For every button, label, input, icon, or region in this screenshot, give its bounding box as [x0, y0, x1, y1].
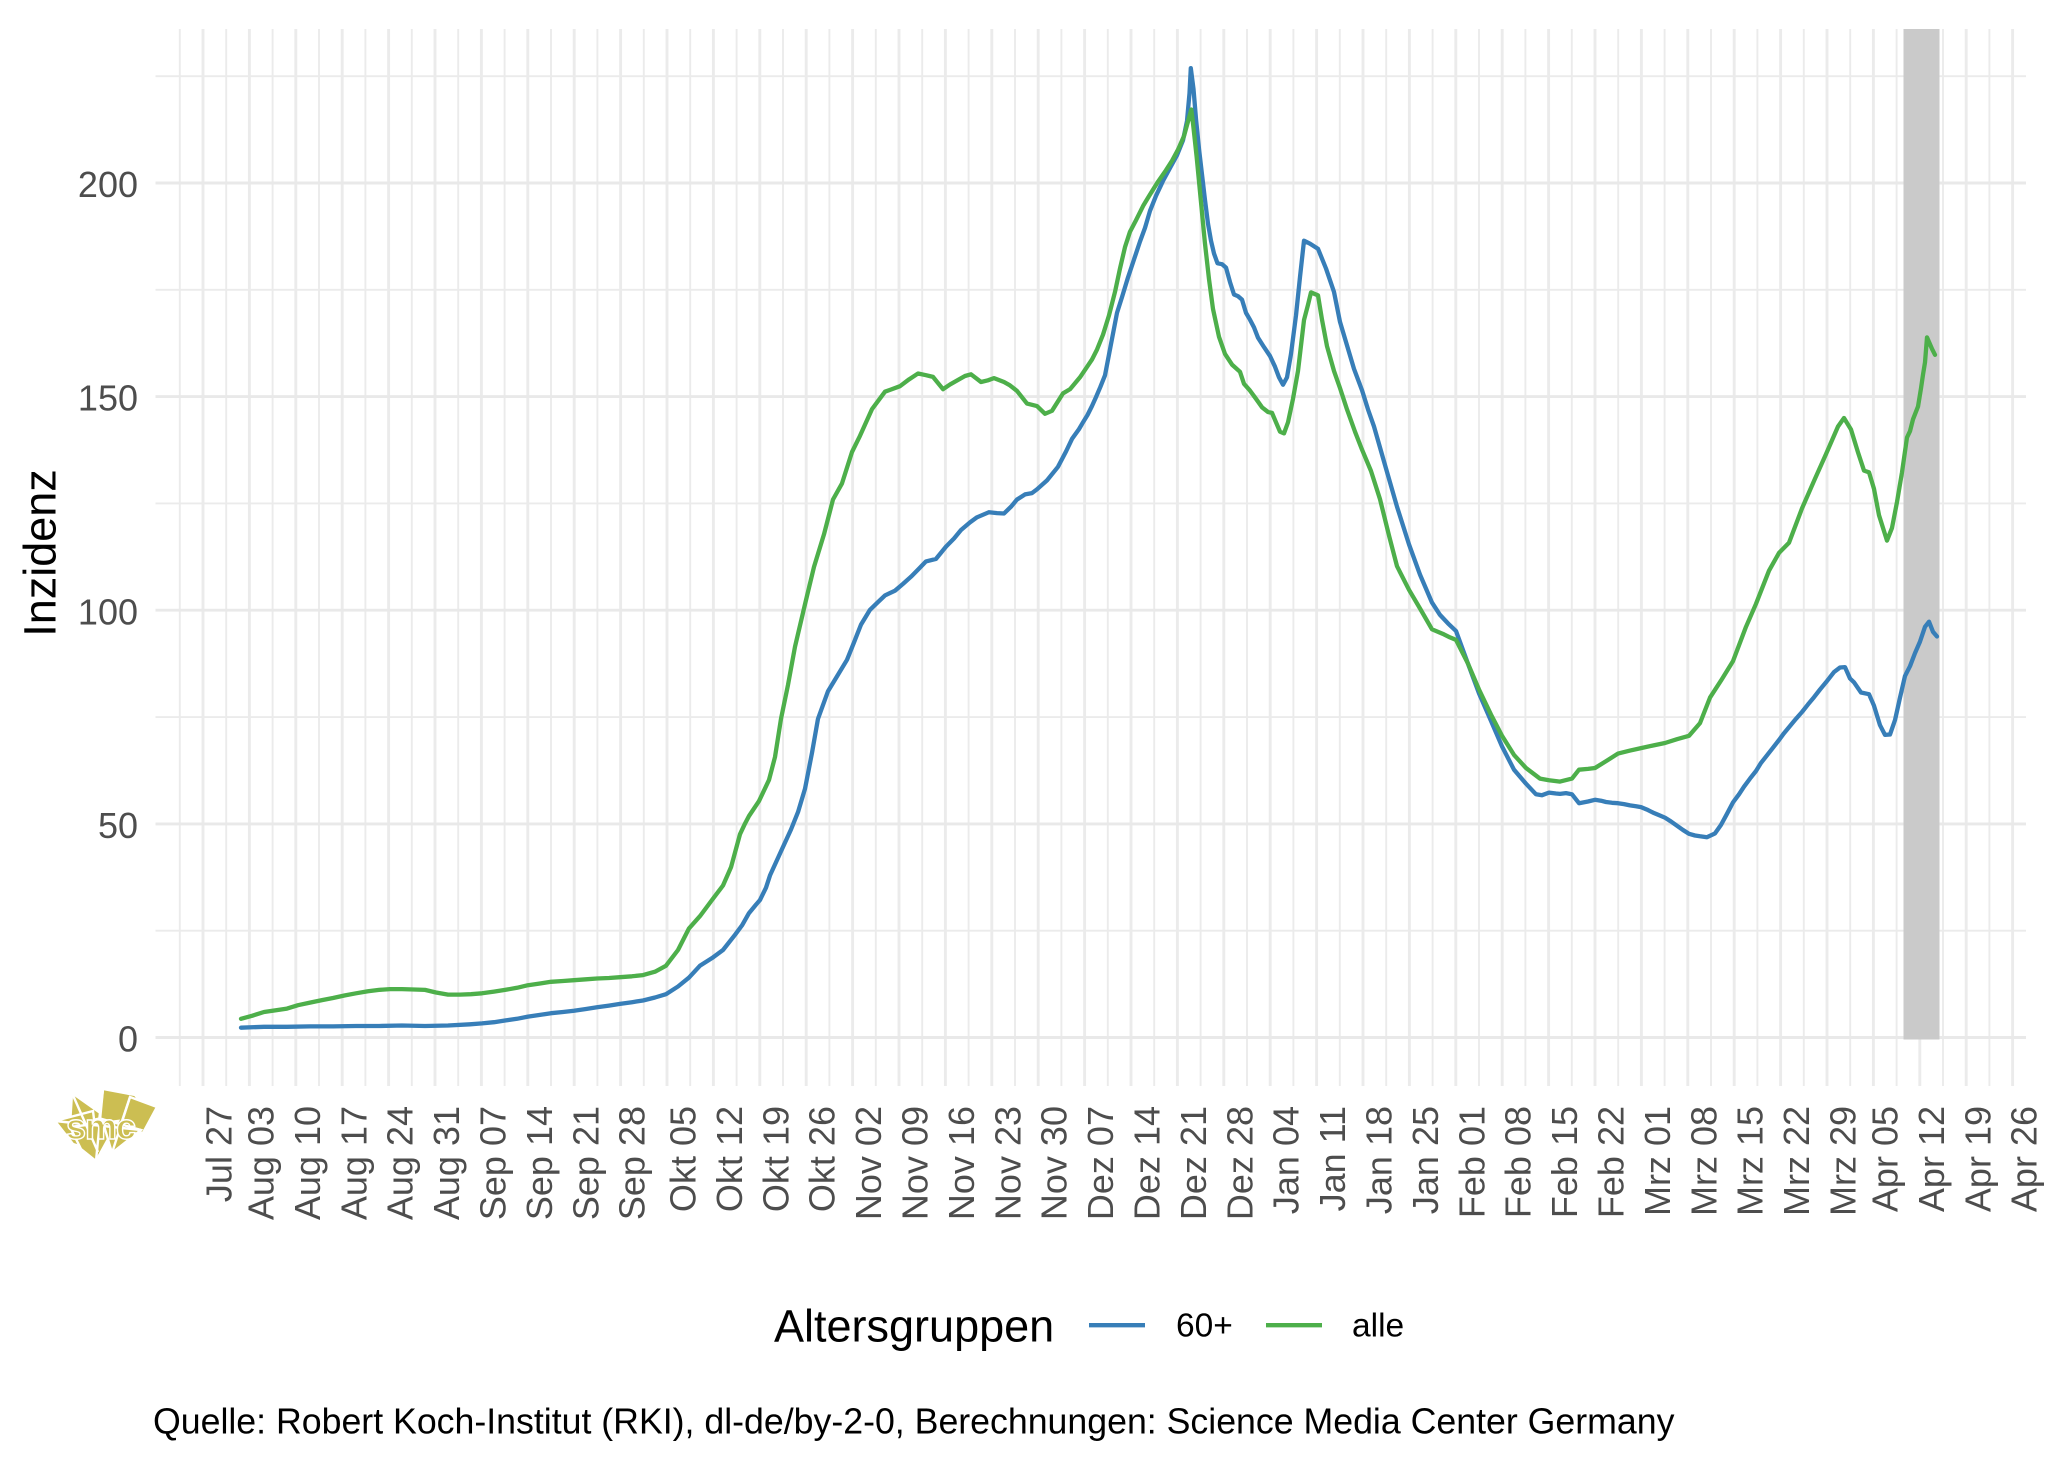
svg-text:Aug 31: Aug 31	[426, 1106, 467, 1220]
svg-text:Aug 10: Aug 10	[287, 1106, 328, 1220]
svg-text:Inzidenz: Inzidenz	[15, 469, 66, 637]
svg-text:Jan 25: Jan 25	[1405, 1106, 1446, 1214]
svg-text:Aug 24: Aug 24	[380, 1106, 421, 1220]
svg-text:Sep 07: Sep 07	[473, 1106, 514, 1220]
svg-text:Apr 19: Apr 19	[1957, 1106, 1998, 1212]
svg-text:Nov 02: Nov 02	[848, 1106, 889, 1220]
svg-text:200: 200	[78, 164, 138, 205]
svg-text:Nov 09: Nov 09	[895, 1106, 936, 1220]
svg-text:100: 100	[78, 591, 138, 632]
svg-text:Okt 19: Okt 19	[755, 1106, 796, 1212]
svg-text:Sep 21: Sep 21	[565, 1106, 606, 1220]
svg-text:Mrz 08: Mrz 08	[1683, 1106, 1724, 1216]
svg-text:Aug 03: Aug 03	[241, 1106, 282, 1220]
svg-text:Dez 07: Dez 07	[1080, 1106, 1121, 1220]
svg-text:0: 0	[118, 1019, 138, 1060]
svg-text:Quelle: Robert Koch-Institut (: Quelle: Robert Koch-Institut (RKI), dl-d…	[153, 1402, 1675, 1442]
svg-text:Feb 22: Feb 22	[1591, 1106, 1632, 1218]
svg-text:Jan 18: Jan 18	[1359, 1106, 1400, 1214]
svg-text:Sep 28: Sep 28	[612, 1106, 653, 1220]
svg-text:Mrz 22: Mrz 22	[1776, 1106, 1817, 1216]
svg-text:50: 50	[98, 805, 138, 846]
svg-text:Mrz 29: Mrz 29	[1823, 1106, 1864, 1216]
svg-text:Jul 27: Jul 27	[199, 1106, 240, 1202]
svg-text:Sep 14: Sep 14	[519, 1106, 560, 1220]
svg-text:Okt 12: Okt 12	[709, 1106, 750, 1212]
svg-text:Nov 23: Nov 23	[987, 1106, 1028, 1220]
svg-text:Nov 16: Nov 16	[941, 1106, 982, 1220]
svg-text:Mrz 15: Mrz 15	[1730, 1106, 1771, 1216]
svg-text:Nov 30: Nov 30	[1034, 1106, 1075, 1220]
svg-text:Okt 05: Okt 05	[663, 1106, 704, 1212]
svg-text:Feb 08: Feb 08	[1498, 1106, 1539, 1218]
svg-text:Apr 26: Apr 26	[2004, 1106, 2045, 1212]
svg-text:Dez 28: Dez 28	[1219, 1106, 1260, 1220]
svg-text:Apr 05: Apr 05	[1865, 1106, 1906, 1212]
svg-text:alle: alle	[1352, 1308, 1404, 1345]
svg-text:Feb 15: Feb 15	[1544, 1106, 1585, 1218]
svg-text:Dez 21: Dez 21	[1173, 1106, 1214, 1220]
svg-text:60+: 60+	[1176, 1308, 1233, 1345]
svg-text:Okt 26: Okt 26	[802, 1106, 843, 1212]
svg-text:Apr 12: Apr 12	[1911, 1106, 1952, 1212]
svg-text:Jan 11: Jan 11	[1312, 1106, 1353, 1211]
svg-text:150: 150	[78, 378, 138, 419]
svg-text:Feb 01: Feb 01	[1451, 1106, 1492, 1218]
svg-text:Jan 04: Jan 04	[1266, 1106, 1307, 1214]
svg-text:Aug 17: Aug 17	[333, 1106, 374, 1220]
svg-text:smc: smc	[66, 1106, 135, 1147]
svg-text:Mrz 01: Mrz 01	[1637, 1106, 1678, 1216]
svg-text:Dez 14: Dez 14	[1127, 1106, 1168, 1220]
svg-text:Altersgruppen: Altersgruppen	[774, 1301, 1054, 1352]
